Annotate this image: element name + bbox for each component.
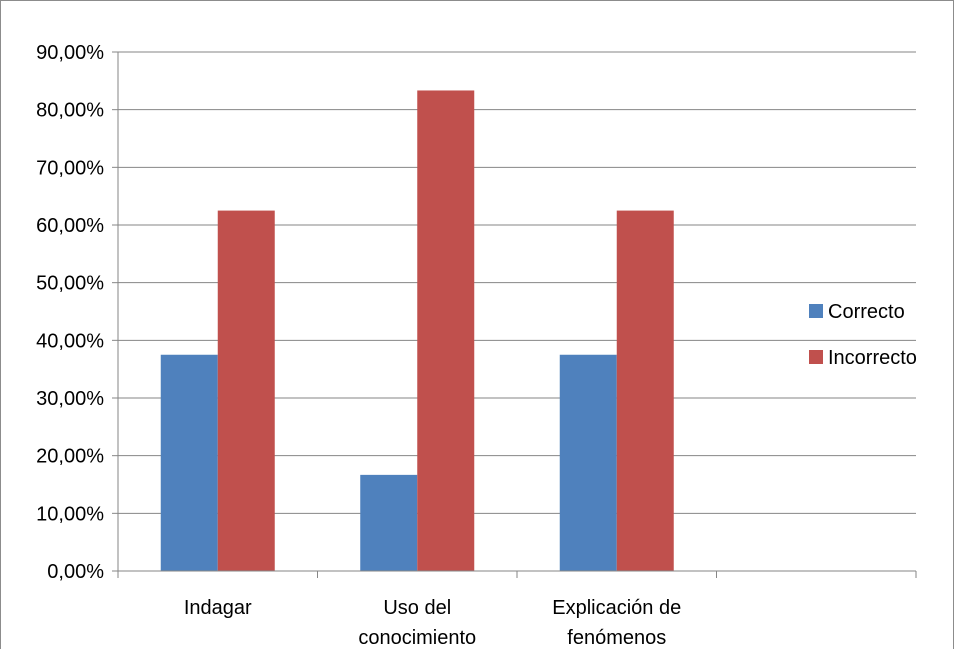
- y-tick-label: 20,00%: [36, 446, 104, 468]
- y-tick-label: 80,00%: [36, 100, 104, 122]
- bar-correcto-1: [360, 474, 418, 571]
- axes: [112, 51, 917, 578]
- y-tick-labels: 0,00% 10,00% 20,00% 30,00% 40,00% 50,00% 60,00…: [36, 42, 104, 583]
- category-label: Indagar: [184, 597, 252, 619]
- y-tick-label: 30,00%: [36, 388, 104, 410]
- y-tick-label: 0,00%: [47, 561, 104, 583]
- category-label: Explicación de: [552, 597, 681, 619]
- legend-swatch-incorrecto: [809, 350, 823, 364]
- category-label: fenómenos: [567, 627, 666, 649]
- bar-incorrecto-1: [417, 90, 475, 571]
- bar-incorrecto-2: [616, 210, 674, 572]
- bar-incorrecto-0: [217, 210, 275, 572]
- y-tick-label: 90,00%: [36, 42, 104, 64]
- bar-correcto-2: [559, 354, 617, 571]
- category-label: Uso del: [383, 597, 451, 619]
- legend-label-incorrecto: Incorrecto: [828, 347, 917, 369]
- legend-swatch-correcto: [809, 304, 823, 318]
- y-tick-label: 60,00%: [36, 215, 104, 237]
- legend-label-correcto: Correcto: [828, 301, 905, 323]
- category-labels: Indagar Uso del conocimiento Explicación de…: [184, 597, 681, 649]
- bars: [160, 90, 674, 572]
- y-tick-label: 40,00%: [36, 330, 104, 352]
- category-label: conocimiento: [358, 627, 476, 649]
- bar-correcto-0: [160, 354, 218, 571]
- legend: Correcto Incorrecto: [809, 301, 917, 369]
- y-tick-label: 10,00%: [36, 503, 104, 525]
- y-tick-label: 50,00%: [36, 273, 104, 295]
- y-tick-label: 70,00%: [36, 157, 104, 179]
